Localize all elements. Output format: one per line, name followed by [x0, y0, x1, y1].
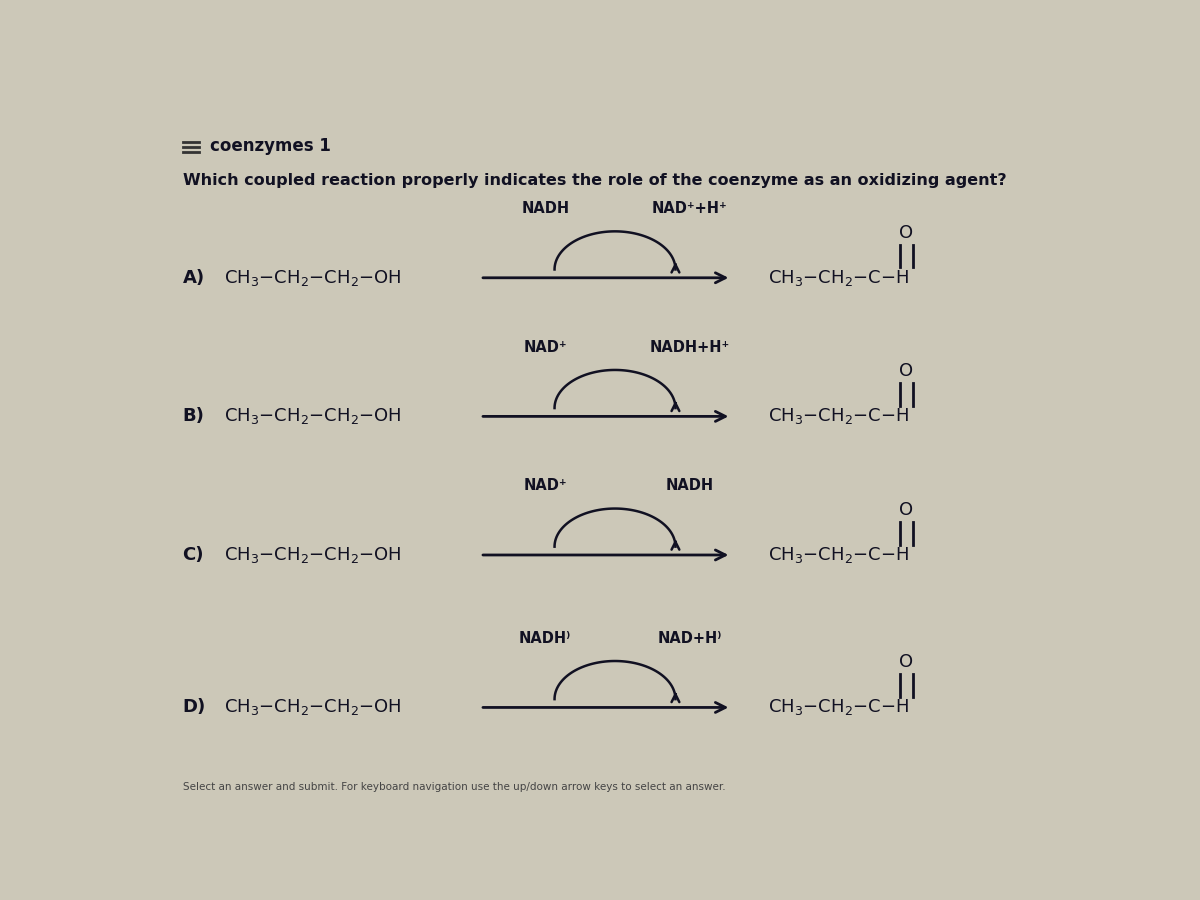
Text: $\mathsf{CH_3{-}CH_2{-}C{-}H}$: $\mathsf{CH_3{-}CH_2{-}C{-}H}$	[768, 407, 910, 427]
Text: O: O	[899, 653, 913, 671]
Text: NAD⁺+H⁺: NAD⁺+H⁺	[652, 201, 727, 216]
Text: coenzymes 1: coenzymes 1	[210, 137, 331, 155]
Text: Which coupled reaction properly indicates the role of the coenzyme as an oxidizi: Which coupled reaction properly indicate…	[182, 174, 1006, 188]
Text: D): D)	[182, 698, 206, 716]
Text: C): C)	[182, 546, 204, 564]
Text: NADH+H⁺: NADH+H⁺	[649, 339, 730, 355]
Text: Select an answer and submit. For keyboard navigation use the up/down arrow keys : Select an answer and submit. For keyboar…	[182, 782, 725, 792]
Text: NADH⁾: NADH⁾	[520, 631, 571, 646]
Text: NAD⁺: NAD⁺	[523, 339, 568, 355]
Text: $\mathsf{CH_3{-}CH_2{-}C{-}H}$: $\mathsf{CH_3{-}CH_2{-}C{-}H}$	[768, 698, 910, 717]
Text: O: O	[899, 501, 913, 519]
Text: NAD⁺: NAD⁺	[523, 478, 568, 493]
Text: $\mathsf{CH_3{-}CH_2{-}CH_2{-}OH}$: $\mathsf{CH_3{-}CH_2{-}CH_2{-}OH}$	[224, 268, 402, 288]
Text: A): A)	[182, 269, 205, 287]
Text: $\mathsf{CH_3{-}CH_2{-}C{-}H}$: $\mathsf{CH_3{-}CH_2{-}C{-}H}$	[768, 545, 910, 565]
Text: $\mathsf{CH_3{-}CH_2{-}C{-}H}$: $\mathsf{CH_3{-}CH_2{-}C{-}H}$	[768, 268, 910, 288]
Text: NADH: NADH	[521, 201, 569, 216]
Text: $\mathsf{CH_3{-}CH_2{-}CH_2{-}OH}$: $\mathsf{CH_3{-}CH_2{-}CH_2{-}OH}$	[224, 545, 402, 565]
Text: NADH: NADH	[665, 478, 714, 493]
Text: O: O	[899, 224, 913, 242]
Text: O: O	[899, 363, 913, 381]
Text: $\mathsf{CH_3{-}CH_2{-}CH_2{-}OH}$: $\mathsf{CH_3{-}CH_2{-}CH_2{-}OH}$	[224, 698, 402, 717]
Text: NAD+H⁾: NAD+H⁾	[658, 631, 721, 646]
Text: B): B)	[182, 408, 204, 426]
Text: $\mathsf{CH_3{-}CH_2{-}CH_2{-}OH}$: $\mathsf{CH_3{-}CH_2{-}CH_2{-}OH}$	[224, 407, 402, 427]
